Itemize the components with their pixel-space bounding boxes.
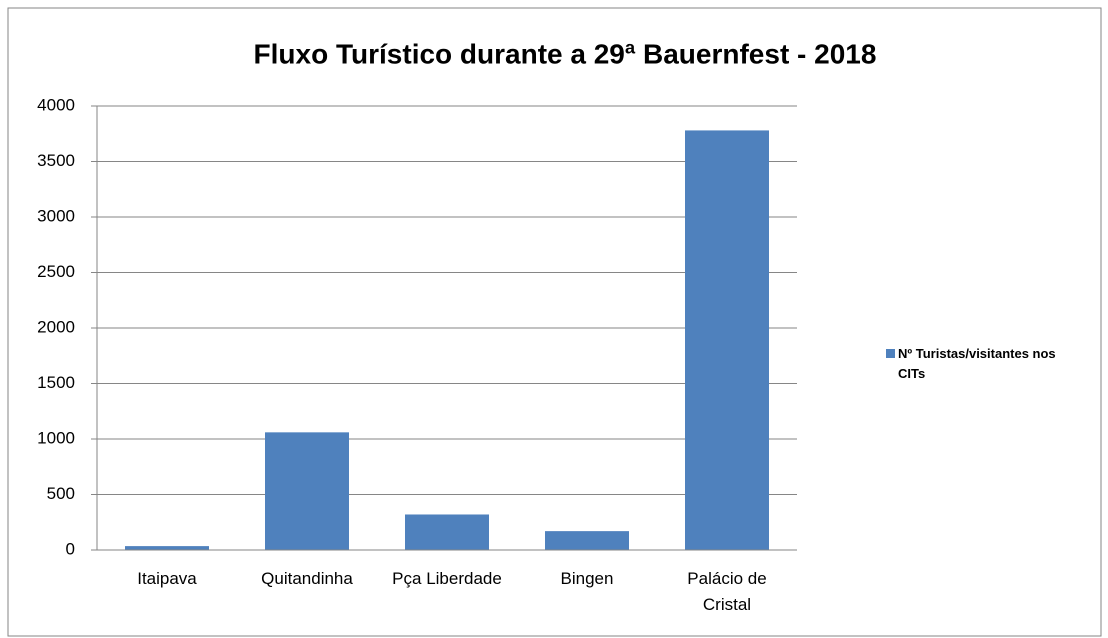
y-tick-label: 500 [47, 484, 75, 503]
legend-swatch [886, 349, 895, 358]
y-tick-label: 2500 [37, 262, 75, 281]
y-tick-label: 3500 [37, 151, 75, 170]
x-tick-label: Quitandinha [261, 569, 353, 588]
chart-title: Fluxo Turístico durante a 29ª Bauernfest… [254, 38, 877, 69]
y-tick-label: 2000 [37, 317, 75, 336]
bar [545, 531, 629, 550]
bar [265, 432, 349, 550]
x-tick-label: Palácio de Cristal [687, 569, 767, 614]
bar [125, 546, 209, 550]
bar [405, 514, 489, 550]
y-tick-label: 0 [66, 539, 75, 558]
bar [685, 130, 769, 551]
y-tick-label: 1000 [37, 428, 75, 447]
x-tick-label: Pça Liberdade [392, 569, 502, 588]
x-tick-label: Itaipava [137, 569, 197, 588]
legend-label: Nº Turistas/visitantes nos CITs [898, 346, 1056, 381]
y-tick-label: 3000 [37, 206, 75, 225]
y-tick-label: 1500 [37, 373, 75, 392]
y-tick-label: 4000 [37, 95, 75, 114]
x-tick-label: Bingen [560, 569, 614, 588]
